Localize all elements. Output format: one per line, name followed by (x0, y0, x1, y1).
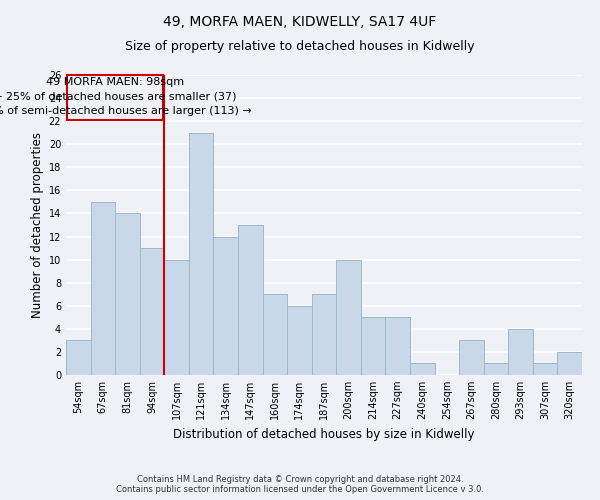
Bar (410, 364, 434, 375)
Text: ← 25% of detached houses are smaller (37): ← 25% of detached houses are smaller (37… (0, 92, 237, 102)
Bar (164, 260, 189, 375)
Bar (385, 318, 410, 375)
Bar (336, 260, 361, 375)
Bar (140, 248, 164, 375)
Bar (66, 340, 91, 375)
Bar (67, 75, 163, 120)
X-axis label: Distribution of detached houses by size in Kidwelly: Distribution of detached houses by size … (173, 428, 475, 440)
Bar (484, 364, 508, 375)
Bar (287, 306, 312, 375)
Text: Contains public sector information licensed under the Open Government Licence v : Contains public sector information licen… (116, 485, 484, 494)
Bar (508, 329, 533, 375)
Text: 49, MORFA MAEN, KIDWELLY, SA17 4UF: 49, MORFA MAEN, KIDWELLY, SA17 4UF (163, 15, 437, 29)
Bar (214, 236, 238, 375)
Text: Size of property relative to detached houses in Kidwelly: Size of property relative to detached ho… (125, 40, 475, 53)
Bar (533, 364, 557, 375)
Bar (459, 340, 484, 375)
Text: Contains HM Land Registry data © Crown copyright and database right 2024.: Contains HM Land Registry data © Crown c… (137, 475, 463, 484)
Bar (361, 318, 385, 375)
Bar (238, 225, 263, 375)
Bar (91, 202, 115, 375)
Bar (263, 294, 287, 375)
Y-axis label: Number of detached properties: Number of detached properties (31, 132, 44, 318)
Text: 75% of semi-detached houses are larger (113) →: 75% of semi-detached houses are larger (… (0, 106, 251, 116)
Text: 49 MORFA MAEN: 98sqm: 49 MORFA MAEN: 98sqm (46, 77, 184, 87)
Bar (189, 132, 214, 375)
Bar (557, 352, 582, 375)
Bar (312, 294, 336, 375)
Bar (115, 214, 140, 375)
